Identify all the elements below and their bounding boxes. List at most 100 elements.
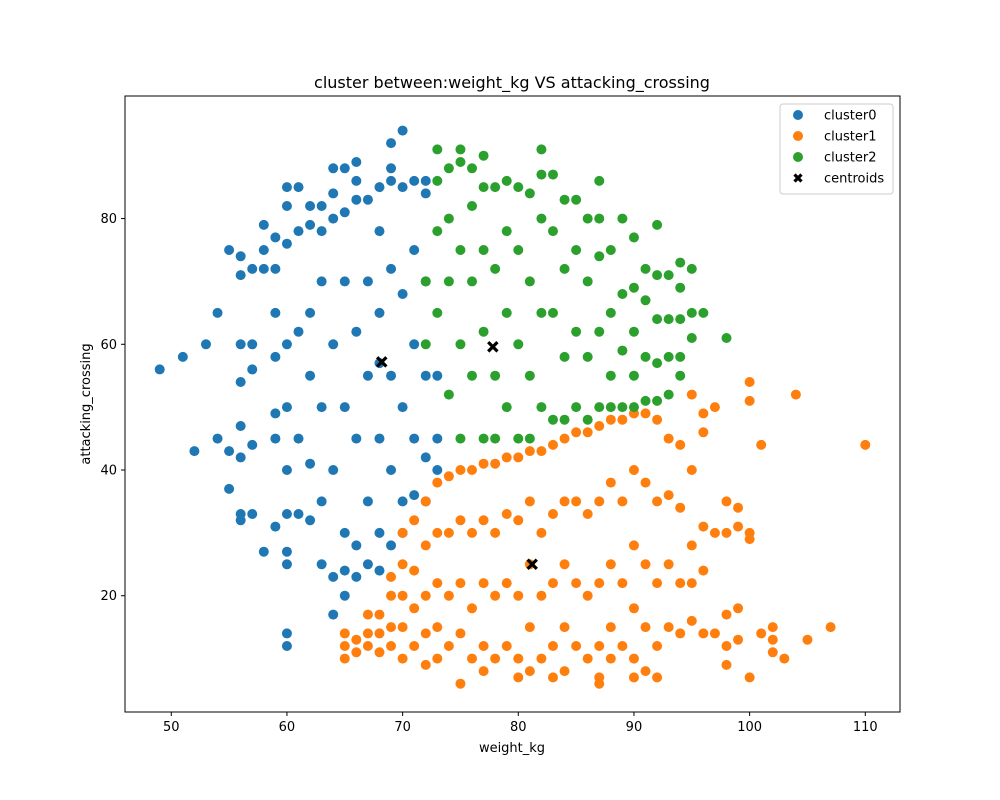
cluster1-point [536,527,547,538]
cluster1-point [733,502,744,513]
cluster1-point [709,402,720,413]
cluster1-point [455,578,466,589]
cluster1-point [443,641,454,651]
cluster0-point [258,245,269,255]
cluster1-point [536,446,547,457]
cluster1-point [351,647,362,658]
cluster2-point [571,402,582,413]
cluster0-point [270,232,281,243]
cluster0-point [235,377,246,387]
cluster0-point [409,490,420,501]
y-tick-label: 60 [100,338,117,353]
cluster2-point [663,314,674,325]
cluster1-point [698,628,709,639]
cluster0-point [270,263,281,274]
cluster2-point [524,276,535,287]
cluster1-point [524,666,535,677]
cluster1-point [617,496,628,507]
x-tick-label: 80 [510,720,527,735]
cluster1-point [698,565,709,576]
cluster1-point [663,490,674,501]
cluster0-point [189,446,200,457]
cluster2-point [432,307,443,318]
cluster1-point [432,527,443,538]
cluster1-point [559,433,570,444]
cluster2-point [536,402,547,413]
cluster1-point [467,653,478,664]
cluster0-point [351,175,362,186]
cluster2-point [420,339,431,350]
cluster0-point [316,276,327,287]
cluster1-point [547,672,558,683]
cluster2-point [594,251,605,262]
cluster1-point [617,578,628,589]
cluster0-point [258,263,269,274]
legend-marker [793,152,803,162]
cluster0-point [339,207,350,218]
centroid-point [376,356,388,368]
cluster2-point [675,257,686,268]
cluster0-point [281,339,292,350]
cluster0-point [432,433,443,444]
cluster0-point [328,188,339,199]
cluster2-point [640,263,651,274]
legend-label: cluster1 [824,130,876,145]
cluster1-point [605,622,616,633]
cluster2-point [663,270,674,281]
cluster1-point [767,647,778,658]
cluster0-point [374,527,385,538]
cluster1-point [617,641,628,651]
cluster2-point [652,270,663,281]
cluster2-point [547,226,558,237]
cluster1-point [478,578,489,589]
cluster1-point [420,659,431,670]
cluster1-point [605,653,616,664]
cluster1-point [663,433,674,444]
cluster1-point [686,615,697,626]
cluster1-point [478,515,489,526]
cluster1-point [594,678,605,689]
cluster1-point [744,377,755,387]
cluster2-point [467,276,478,287]
cluster1-point [686,389,697,400]
cluster2-point [501,402,512,413]
cluster1-point [652,496,663,507]
cluster0-point [339,163,350,174]
cluster2-point [467,370,478,381]
cluster1-point [779,653,790,664]
cluster0-point [397,496,408,507]
cluster0-point [386,465,397,475]
cluster1-point [397,653,408,664]
cluster1-point [524,446,535,457]
cluster1-point [374,609,385,620]
cluster0-point [293,326,304,337]
cluster0-point [351,326,362,337]
series-cluster0 [154,125,443,651]
legend-marker [793,110,803,120]
cluster1-point [547,641,558,651]
cluster0-point [328,213,339,224]
cluster2-point [524,433,535,444]
cluster1-point [478,458,489,469]
cluster0-point [351,540,362,551]
cluster1-point [571,578,582,589]
cluster0-point [293,226,304,237]
cluster0-point [247,263,258,274]
centroid-point [526,558,538,571]
cluster2-point [536,213,547,224]
cluster0-point [281,182,292,193]
cluster0-point [224,446,235,457]
cluster1-point [709,527,720,538]
cluster1-point [744,534,755,545]
cluster1-point [640,408,651,419]
cluster1-point [397,590,408,601]
cluster0-point [224,483,235,494]
cluster2-point [605,402,616,413]
cluster0-point [432,465,443,475]
cluster1-point [594,641,605,651]
cluster2-point [652,395,663,406]
cluster1-point [663,559,674,570]
cluster2-point [652,219,663,230]
cluster2-point [686,333,697,343]
cluster1-point [409,603,420,614]
